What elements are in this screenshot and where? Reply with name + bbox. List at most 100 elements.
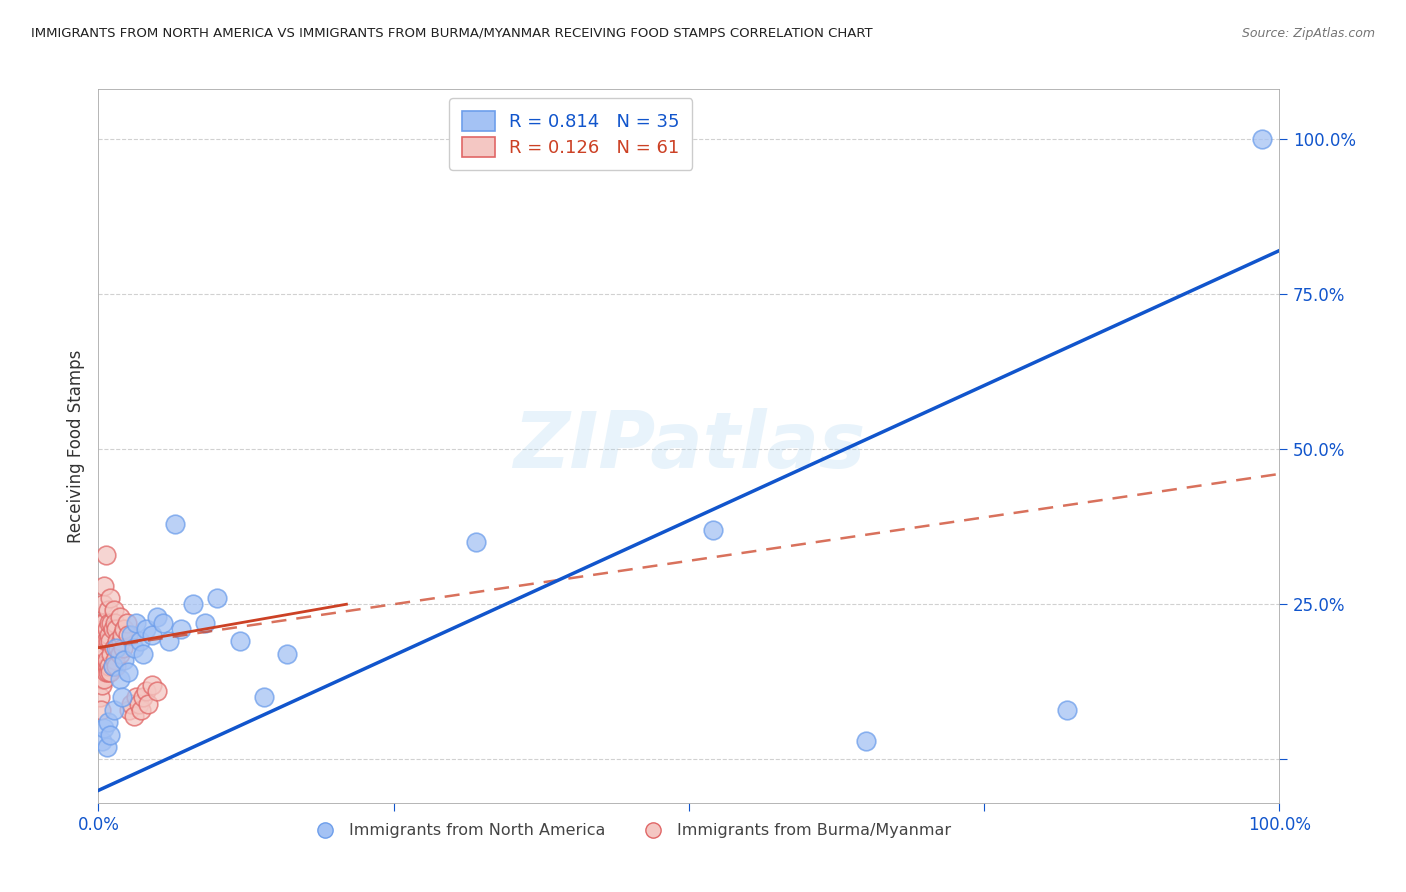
Point: [135, 684, 157, 698]
Point: [112, 653, 135, 667]
Point: [108, 672, 131, 686]
Point: [100, 647, 122, 661]
Point: [111, 628, 134, 642]
Point: [97, 603, 120, 617]
Point: [91, 678, 114, 692]
Point: [103, 703, 125, 717]
Point: [253, 690, 276, 705]
Point: [104, 615, 127, 630]
Point: [105, 659, 128, 673]
Point: [105, 640, 128, 655]
Point: [128, 634, 150, 648]
Point: [96, 653, 118, 667]
Point: [170, 622, 193, 636]
Point: [91, 647, 114, 661]
Point: [132, 647, 155, 661]
Point: [97, 665, 120, 680]
Point: [97, 715, 120, 730]
Point: [136, 697, 159, 711]
Point: [96, 622, 118, 636]
Point: [117, 665, 139, 680]
Point: [157, 634, 180, 648]
Point: [89, 665, 111, 680]
Point: [122, 709, 145, 723]
Point: [702, 523, 724, 537]
Point: [101, 659, 124, 673]
Point: [91, 597, 114, 611]
Point: [93, 672, 115, 686]
Point: [194, 615, 217, 630]
Text: Source: ZipAtlas.com: Source: ZipAtlas.com: [1241, 27, 1375, 40]
Point: [108, 647, 131, 661]
Point: [146, 609, 169, 624]
Point: [135, 622, 157, 636]
Point: [146, 684, 169, 698]
Point: [93, 579, 115, 593]
Point: [103, 603, 125, 617]
Text: IMMIGRANTS FROM NORTH AMERICA VS IMMIGRANTS FROM BURMA/MYANMAR RECEIVING FOOD ST: IMMIGRANTS FROM NORTH AMERICA VS IMMIGRA…: [31, 27, 873, 40]
Point: [128, 697, 150, 711]
Point: [91, 733, 114, 747]
Point: [125, 690, 148, 705]
Point: [105, 634, 128, 648]
Point: [107, 640, 129, 655]
Point: [93, 722, 115, 736]
Point: [112, 640, 135, 655]
Point: [108, 609, 131, 624]
Point: [90, 653, 112, 667]
Point: [465, 535, 488, 549]
Point: [98, 634, 121, 648]
Point: [96, 739, 118, 754]
Text: ZIPatlas: ZIPatlas: [513, 408, 865, 484]
Point: [276, 647, 298, 661]
Point: [103, 640, 125, 655]
Point: [121, 697, 143, 711]
Point: [90, 672, 112, 686]
Point: [141, 628, 163, 642]
Point: [100, 615, 122, 630]
Point: [1056, 703, 1078, 717]
Point: [181, 597, 204, 611]
Point: [141, 678, 163, 692]
Point: [205, 591, 228, 605]
Point: [229, 634, 252, 648]
Point: [122, 640, 145, 655]
Point: [112, 622, 135, 636]
Point: [94, 548, 117, 562]
Point: [125, 615, 148, 630]
Point: [117, 628, 139, 642]
Point: [129, 703, 152, 717]
Point: [855, 733, 877, 747]
Point: [98, 615, 121, 630]
Point: [121, 628, 143, 642]
Point: [94, 634, 117, 648]
Y-axis label: Receiving Food Stamps: Receiving Food Stamps: [66, 350, 84, 542]
Point: [91, 615, 114, 630]
Point: [98, 591, 121, 605]
Point: [94, 665, 117, 680]
Point: [118, 703, 141, 717]
Point: [93, 615, 115, 630]
Point: [97, 634, 120, 648]
Point: [111, 690, 134, 705]
Point: [91, 628, 114, 642]
Point: [98, 659, 121, 673]
Point: [98, 727, 121, 741]
Point: [104, 653, 127, 667]
Point: [115, 615, 138, 630]
Point: [152, 615, 174, 630]
Point: [96, 659, 118, 673]
Point: [91, 659, 114, 673]
Point: [110, 634, 132, 648]
Point: [93, 640, 115, 655]
Point: [98, 665, 121, 680]
Point: [165, 516, 187, 531]
Legend: Immigrants from North America, Immigrants from Burma/Myanmar: Immigrants from North America, Immigrant…: [302, 817, 957, 845]
Point: [90, 703, 112, 717]
Point: [105, 622, 128, 636]
Point: [101, 622, 124, 636]
Point: [1250, 132, 1272, 146]
Point: [89, 690, 111, 705]
Point: [98, 628, 121, 642]
Point: [101, 659, 124, 673]
